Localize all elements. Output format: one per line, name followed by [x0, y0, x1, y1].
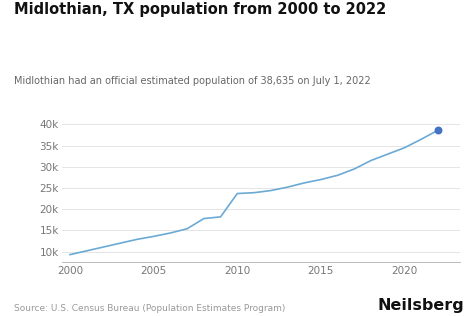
Text: Midlothian, TX population from 2000 to 2022: Midlothian, TX population from 2000 to 2…	[14, 2, 386, 16]
Text: Midlothian had an official estimated population of 38,635 on July 1, 2022: Midlothian had an official estimated pop…	[14, 76, 371, 86]
Point	[434, 128, 442, 133]
Text: Neilsberg: Neilsberg	[378, 298, 465, 313]
Text: Source: U.S. Census Bureau (Population Estimates Program): Source: U.S. Census Bureau (Population E…	[14, 304, 286, 313]
